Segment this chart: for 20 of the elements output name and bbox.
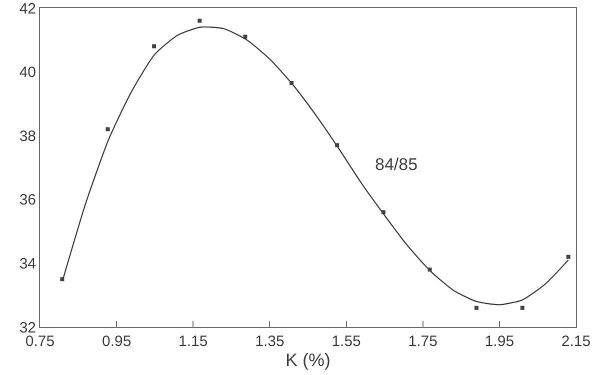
- x-tick-label: 0.95: [102, 333, 132, 350]
- x-tick-label: 1.35: [255, 333, 284, 350]
- point: [474, 306, 478, 310]
- point: [566, 254, 570, 259]
- point: [152, 44, 156, 48]
- x-tick-label: 2.15: [561, 333, 591, 350]
- x-tick-label: 1.75: [408, 333, 438, 350]
- x-axis-title: K (%): [286, 350, 330, 370]
- y-tick-label: 36: [19, 192, 36, 209]
- y-tick-label: 34: [19, 255, 36, 272]
- x-tick-label: 1.95: [484, 333, 514, 350]
- annotation: 84/85: [375, 155, 418, 174]
- point: [106, 127, 110, 132]
- y-tick-label: 40: [19, 64, 36, 82]
- point: [198, 18, 202, 23]
- x-tick-label: 1.55: [332, 333, 361, 350]
- y-tick-label: 42: [19, 0, 36, 18]
- y-tick-label: 38: [19, 128, 36, 145]
- point: [520, 306, 524, 310]
- x-tick-label: 1.15: [178, 333, 208, 350]
